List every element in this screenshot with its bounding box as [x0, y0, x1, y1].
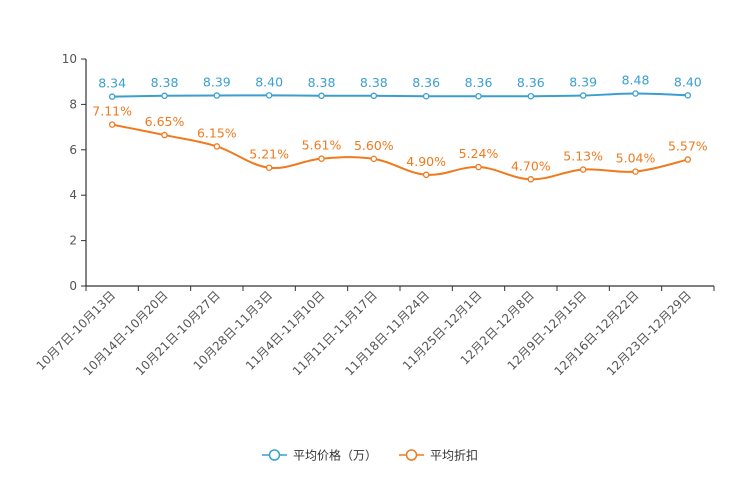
- data-label: 8.38: [360, 75, 388, 90]
- data-label: 6.15%: [197, 125, 237, 140]
- data-point[interactable]: [265, 92, 273, 99]
- legend-label: 平均价格（万）: [293, 448, 377, 463]
- data-point[interactable]: [318, 92, 325, 100]
- axes: 024681010月7日-10月13日10月14日-10月20日10月21日-1…: [34, 52, 715, 378]
- y-tick-label: 4: [69, 188, 77, 202]
- data-point[interactable]: [684, 92, 692, 99]
- data-point[interactable]: [161, 131, 168, 139]
- data-point[interactable]: [213, 92, 221, 99]
- data-label: 8.39: [203, 75, 231, 90]
- data-point[interactable]: [265, 164, 273, 171]
- y-tick-label: 8: [69, 97, 77, 111]
- data-point[interactable]: [579, 166, 587, 173]
- data-point[interactable]: [422, 92, 430, 100]
- data-point[interactable]: [318, 155, 325, 162]
- data-label: 5.61%: [302, 138, 342, 153]
- legend-label: 平均折扣: [430, 448, 478, 463]
- data-label: 8.34: [98, 76, 126, 91]
- data-label: 7.11%: [92, 104, 132, 119]
- data-label: 8.48: [622, 73, 650, 88]
- data-label: 8.38: [308, 75, 336, 90]
- y-tick-label: 6: [69, 143, 77, 157]
- legend-item-avg-discount[interactable]: 平均折扣: [399, 448, 478, 463]
- y-tick-label: 2: [69, 234, 77, 248]
- data-point[interactable]: [370, 92, 378, 100]
- data-label: 8.40: [255, 74, 283, 89]
- data-label: 4.90%: [406, 154, 446, 169]
- data-point[interactable]: [475, 163, 482, 171]
- series-line-avg-discount: [111, 123, 689, 181]
- data-label: 8.40: [674, 74, 702, 89]
- data-point[interactable]: [161, 92, 168, 100]
- y-tick-label: 10: [62, 52, 77, 66]
- data-point[interactable]: [632, 90, 639, 97]
- data-point[interactable]: [422, 171, 430, 179]
- data-point[interactable]: [527, 176, 535, 183]
- data-label: 6.65%: [145, 114, 185, 129]
- data-point[interactable]: [108, 121, 116, 128]
- data-label: 5.13%: [563, 149, 603, 164]
- data-label: 5.57%: [668, 139, 708, 154]
- data-point[interactable]: [684, 156, 692, 163]
- data-label: 5.60%: [354, 138, 394, 153]
- data-label: 8.36: [465, 75, 493, 90]
- legend-item-avg-price[interactable]: 平均价格（万）: [262, 448, 377, 463]
- legend-marker-icon: [268, 449, 281, 461]
- legend-marker-icon: [405, 449, 418, 461]
- data-label: 5.24%: [459, 146, 499, 161]
- legend[interactable]: 平均价格（万） 平均折扣: [262, 448, 478, 463]
- data-label: 4.70%: [511, 158, 551, 173]
- data-label: 8.36: [412, 75, 440, 90]
- data-label: 8.39: [569, 75, 597, 90]
- data-label: 8.36: [517, 75, 545, 90]
- series-layer: [108, 90, 692, 183]
- data-point[interactable]: [475, 92, 482, 100]
- data-point[interactable]: [579, 92, 587, 99]
- y-tick-label: 0: [69, 279, 77, 293]
- data-point[interactable]: [108, 93, 116, 100]
- data-label: 5.04%: [616, 151, 656, 166]
- data-label: 5.21%: [249, 147, 289, 162]
- data-point[interactable]: [370, 155, 378, 163]
- data-point[interactable]: [213, 143, 221, 150]
- data-labels: 8.34 8.38 8.39 8.40 8.38 8.38 8.36 8.36 8.36 8.39…: [92, 73, 707, 174]
- data-point[interactable]: [527, 92, 535, 100]
- series-line-avg-price: [112, 92, 688, 98]
- data-point[interactable]: [632, 168, 639, 175]
- data-label: 8.38: [151, 75, 179, 90]
